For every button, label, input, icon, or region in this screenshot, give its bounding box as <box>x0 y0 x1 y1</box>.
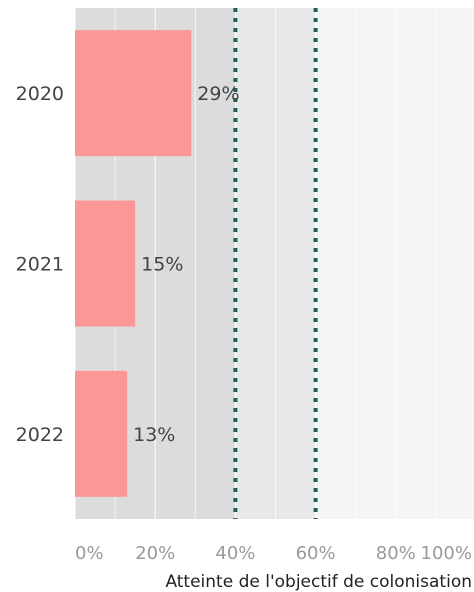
x-tick-label-40: 40% <box>215 543 255 564</box>
x-tick-label-100: 100% <box>421 543 472 564</box>
x-tick-label-20: 20% <box>135 543 175 564</box>
x-tick-label-0: 0% <box>75 543 104 564</box>
background-band-2 <box>315 8 474 519</box>
x-tick-label-60: 60% <box>296 543 336 564</box>
bar-2022 <box>75 370 128 497</box>
x-axis-label: Atteinte de l'objectif de colonisation <box>165 572 472 592</box>
category-label-2020: 2020 <box>16 83 64 105</box>
bar-2021 <box>75 200 136 327</box>
value-label-2021: 15% <box>141 254 183 276</box>
value-label-2022: 13% <box>133 424 175 446</box>
bar-2020 <box>75 30 192 157</box>
value-label-2020: 29% <box>197 83 239 105</box>
category-label-2022: 2022 <box>16 424 64 446</box>
category-label-2021: 2021 <box>16 254 64 276</box>
x-tick-label-80: 80% <box>376 543 416 564</box>
